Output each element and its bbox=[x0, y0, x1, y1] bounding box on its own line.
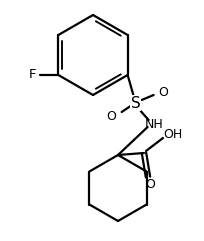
Text: O: O bbox=[106, 109, 116, 122]
Text: F: F bbox=[29, 68, 36, 81]
Text: O: O bbox=[158, 86, 168, 99]
Text: NH: NH bbox=[144, 119, 162, 132]
Text: OH: OH bbox=[163, 128, 182, 141]
Text: S: S bbox=[130, 95, 140, 111]
Text: O: O bbox=[144, 179, 154, 192]
